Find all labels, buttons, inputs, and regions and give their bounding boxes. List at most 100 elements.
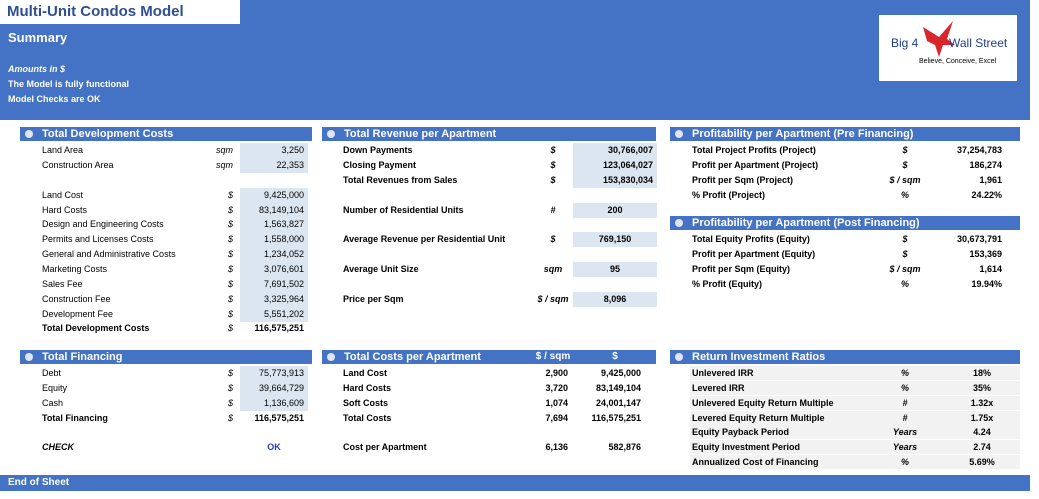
row-label: Down Payments [343,145,413,155]
row-unit: $ [902,145,908,155]
row-label: Debt [42,368,62,378]
row-unit: sqm [215,160,233,170]
section-title: Total Development Costs [42,128,174,140]
row-value: 18% [972,368,991,378]
row-unit: $ / sqm [889,175,921,185]
row-unit: $ [227,234,233,244]
row-unit: $ [902,249,908,259]
row-label: Average Revenue per Residential Unit [343,234,506,244]
section-title: Profitability per Apartment (Post Financ… [692,217,920,229]
row-value: 1,614 [979,264,1002,274]
row-unit: $ [227,413,233,423]
row-label: Equity Investment Period [692,442,801,452]
row-label: CHECK [42,442,75,452]
row-label: Hard Costs [42,205,88,215]
row-background [690,455,1020,469]
row-label: Equity Payback Period [692,427,790,437]
row-label: Annualized Cost of Financing [692,457,819,467]
section-header: Total Revenue per Apartment [322,127,656,141]
row-value: 5.69% [969,457,995,467]
row-label: Levered Equity Return Multiple [692,413,825,423]
row-value: 186,274 [969,160,1002,170]
row-label: Cost per Apartment [343,442,427,452]
row-value: 4.24 [973,427,991,437]
section-title: Return Investment Ratios [692,351,826,363]
row-unit: Years [892,427,918,437]
row-value: 39,664,729 [240,381,308,396]
row-label: Total Revenues from Sales [343,175,458,185]
row-unit: Years [892,442,918,452]
row-background [690,425,1020,439]
row-background [690,381,1020,395]
row-label: Total Equity Profits (Equity) [692,234,810,244]
note: The Model is fully functional [8,79,130,89]
row-label: Total Costs [343,413,392,423]
row-label: Design and Engineering Costs [42,219,164,229]
row-value: 1,136,609 [240,396,308,411]
row-value: 123,064,027 [573,158,657,173]
row-unit: $ [227,219,233,229]
row-label: Levered IRR [692,383,745,393]
footer-bar [0,475,1030,491]
section-header: Total Financing [20,350,312,364]
section-title: Total Costs per Apartment [344,351,481,363]
row-value: 1,234,052 [240,247,308,262]
cost-total: 83,149,104 [595,383,641,393]
cost-total: 9,425,000 [600,368,641,378]
check-status: OK [267,442,281,452]
section-header: Profitability per Apartment (Post Financ… [670,216,1020,230]
row-value: 8,096 [573,292,657,307]
row-label: General and Administrative Costs [42,249,176,259]
row-value: 19.94% [971,279,1002,289]
header-icon [675,130,683,138]
row-value: 30,766,007 [573,143,657,158]
header-icon [675,353,683,361]
row-unit: % [900,457,909,467]
row-value: 1,558,000 [240,232,308,247]
row-label: Closing Payment [343,160,417,170]
footer: End of Sheet [8,477,70,488]
row-unit: sqm [543,264,563,274]
section-header: Profitability per Apartment (Pre Financi… [670,127,1020,141]
row-unit: # [550,205,556,215]
row-label: Unlevered IRR [692,368,754,378]
row-value: 75,773,913 [240,366,308,381]
row-label: Permits and Licenses Costs [42,234,154,244]
row-unit: % [900,368,909,378]
row-value: 116,575,251 [254,413,304,423]
row-label: Land Cost [42,190,84,200]
section-header: Return Investment Ratios [670,350,1020,364]
row-unit: $ [227,294,233,304]
row-label: Land Cost [343,368,387,378]
row-value: 1,961 [979,175,1002,185]
row-unit: $ / sqm [889,264,921,274]
column-header: $ / sqm [535,351,571,362]
row-unit: % [900,190,909,200]
row-value: 24.22% [971,190,1002,200]
row-label: Unlevered Equity Return Multiple [692,398,834,408]
row-unit: % [900,383,909,393]
row-unit: $ [550,160,556,170]
row-unit: $ / sqm [537,294,569,304]
row-background [690,440,1020,454]
row-label: Profit per Apartment (Project) [692,160,819,170]
row-label: Profit per Sqm (Project) [692,175,794,185]
cost-total: 24,001,147 [595,398,641,408]
row-label: % Profit (Project) [692,190,766,200]
row-unit: $ [550,145,556,155]
row-value: 95 [573,262,657,277]
row-unit: $ [227,264,233,274]
row-background [690,411,1020,425]
row-unit: $ [227,398,233,408]
section-title: Total Financing [42,351,123,363]
row-value: 35% [972,383,991,393]
logo-tagline: Believe, Conceive, Excel [919,58,997,65]
row-unit: $ [227,383,233,393]
row-unit: $ [550,175,556,185]
row-value: 3,325,964 [240,292,308,307]
row-value: 153,830,034 [573,173,657,188]
row-unit: $ [227,279,233,289]
row-value: 7,691,502 [240,277,308,292]
column-header: $ [612,351,618,362]
row-label: Hard Costs [343,383,392,393]
